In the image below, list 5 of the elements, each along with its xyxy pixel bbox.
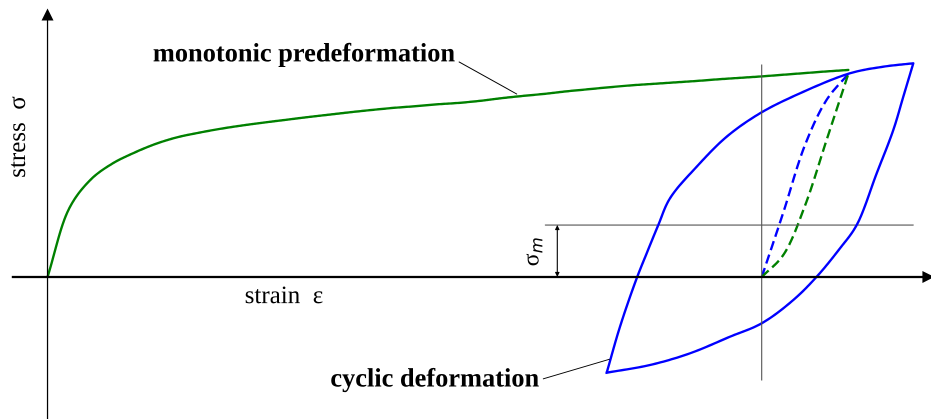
x-axis-title: strain ε xyxy=(246,286,323,304)
text: monotonic predeformation xyxy=(154,42,455,67)
annotation: σ$_{m}$ xyxy=(526,238,542,266)
y-axis-title: stress σ xyxy=(10,96,26,177)
text: cyclic deformation xyxy=(331,368,539,392)
